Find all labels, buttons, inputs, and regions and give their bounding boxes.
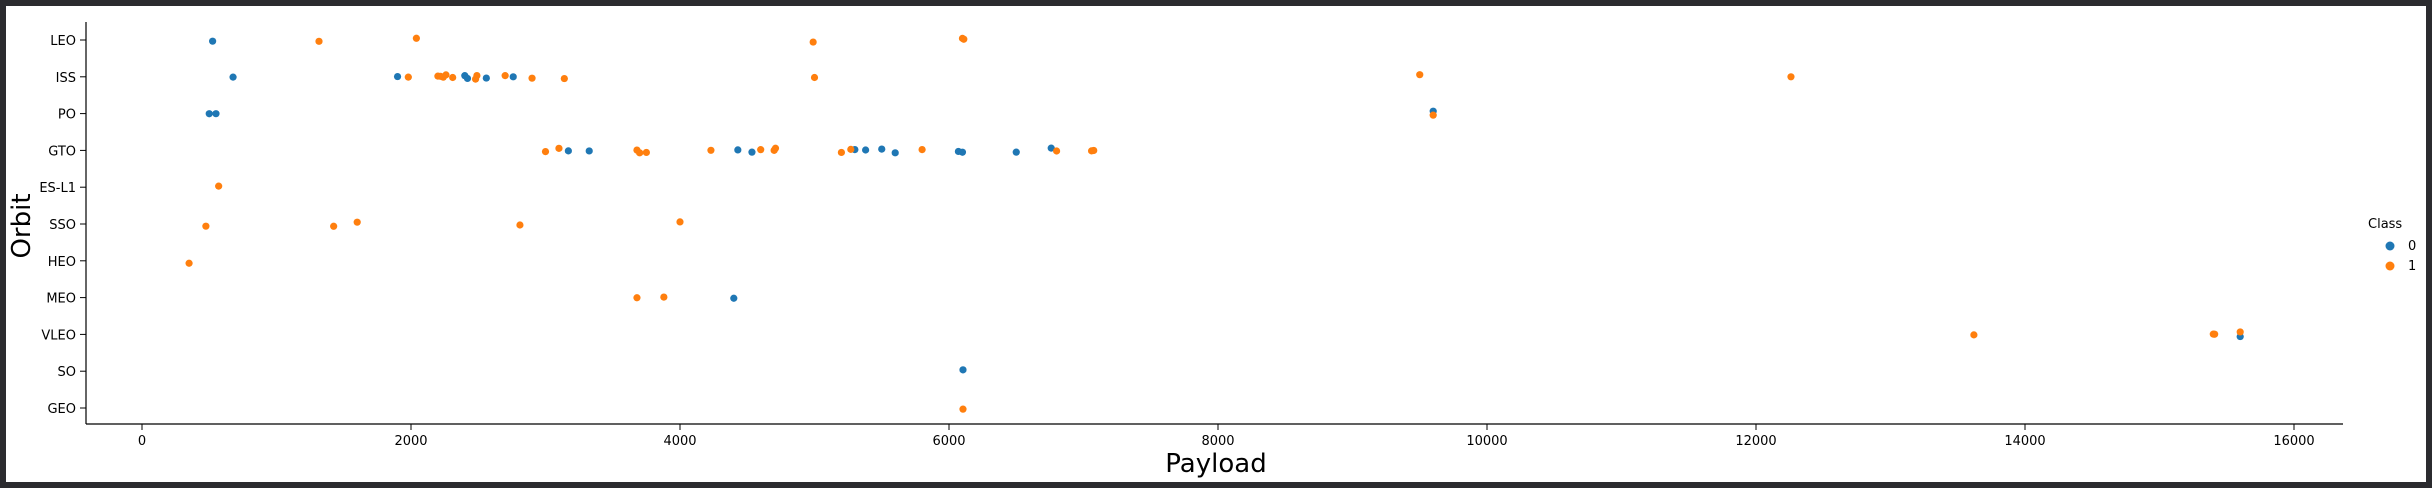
y-tick-label: MEO: [46, 292, 76, 307]
data-point-class-1: [1970, 331, 1978, 339]
legend-marker-0: [2385, 241, 2395, 251]
y-tick-label: SSO: [49, 218, 76, 233]
legend-label-1: 1: [2408, 259, 2416, 274]
data-point-class-1: [202, 222, 210, 230]
data-point-class-0: [212, 110, 220, 118]
y-tick-label: VLEO: [41, 328, 76, 343]
data-point-class-0: [229, 73, 237, 81]
x-tick-label: 14000: [2004, 434, 2045, 449]
data-point-class-1: [541, 147, 550, 156]
data-point-class-0: [958, 148, 967, 156]
data-point-class-0: [482, 74, 490, 82]
data-point-class-0: [891, 149, 899, 157]
data-point-class-1: [353, 218, 361, 226]
data-point-class-1: [2236, 328, 2244, 336]
data-point-class-1: [449, 73, 457, 82]
x-tick-label: 12000: [1735, 434, 1776, 449]
axes: 0 2000 4000 6000 8000 10000 12000 14000 16000 LEO…: [39, 22, 2343, 449]
data-point-class-0: [393, 72, 402, 81]
data-point-class-1: [960, 35, 968, 43]
data-point-class-0: [205, 110, 213, 118]
data-point-class-0: [564, 147, 572, 155]
data-point-class-1: [2211, 330, 2219, 338]
legend-title: Class: [2368, 217, 2402, 232]
data-point-class-1: [555, 144, 563, 152]
y-tick-label: ES-L1: [39, 181, 76, 196]
legend-marker-1: [2385, 261, 2395, 271]
data-point-class-1: [516, 221, 524, 229]
data-point-class-1: [560, 74, 568, 83]
data-point-class-0: [959, 366, 967, 374]
data-point-class-1: [959, 405, 967, 413]
data-point-class-1: [215, 182, 223, 190]
y-tick-label: PO: [58, 108, 76, 123]
data-point-class-1: [757, 146, 765, 154]
x-tick-label: 2000: [394, 434, 427, 449]
data-point-class-1: [847, 145, 855, 153]
data-point-class-0: [748, 148, 756, 156]
data-point-class-0: [878, 145, 886, 153]
data-point-class-0: [585, 147, 593, 155]
data-point-class-1: [809, 38, 817, 46]
y-tick-label: HEO: [48, 255, 76, 270]
x-tick-label: 6000: [932, 434, 965, 449]
y-tick-label: GEO: [47, 402, 76, 417]
data-point-class-1: [1787, 73, 1795, 81]
data-point-class-1: [660, 293, 668, 301]
data-point-class-1: [412, 34, 420, 42]
figure-frame: 0 2000 4000 6000 8000 10000 12000 14000 16000 LEO…: [6, 6, 2426, 482]
legend: Class 0 1: [2368, 217, 2416, 274]
data-point-class-0: [463, 74, 472, 83]
data-point-class-1: [1416, 71, 1424, 79]
orbit-payload-scatter-chart: 0 2000 4000 6000 8000 10000 12000 14000 16000 LEO…: [7, 22, 2416, 479]
x-tick-label: 10000: [1466, 434, 1507, 449]
data-point-class-0: [862, 146, 870, 154]
data-point-class-1: [404, 73, 412, 81]
data-point-class-0: [734, 146, 742, 154]
x-tick-label: 0: [138, 434, 146, 449]
data-point-class-1: [633, 294, 641, 302]
data-point-class-0: [209, 37, 217, 45]
data-point-class-1: [442, 71, 450, 79]
x-tick-label: 8000: [1201, 434, 1234, 449]
data-point-class-1: [1429, 111, 1437, 119]
x-tick-label: 16000: [2273, 434, 2314, 449]
data-point-class-1: [528, 74, 536, 82]
x-axis-title: Payload: [1165, 449, 1266, 479]
data-point-class-0: [509, 73, 517, 81]
data-points: [185, 34, 2244, 413]
legend-label-0: 0: [2408, 239, 2416, 254]
data-point-class-1: [1090, 146, 1098, 155]
x-tick-label: 4000: [663, 434, 696, 449]
data-point-class-1: [473, 71, 481, 80]
y-tick-label: ISS: [56, 71, 76, 86]
data-point-class-1: [810, 73, 819, 82]
data-point-class-1: [642, 148, 650, 157]
data-point-class-1: [185, 259, 193, 267]
data-point-class-1: [1053, 147, 1061, 155]
data-point-class-1: [707, 146, 715, 154]
data-point-class-1: [330, 222, 338, 230]
data-point-class-1: [636, 149, 644, 157]
data-point-class-0: [730, 294, 738, 302]
data-point-class-0: [1012, 148, 1020, 156]
y-tick-label: SO: [58, 365, 76, 380]
data-point-class-1: [315, 37, 323, 45]
y-axis-title: Orbit: [7, 193, 37, 258]
y-tick-label: LEO: [50, 34, 76, 49]
data-point-class-1: [676, 218, 684, 226]
data-point-class-1: [918, 146, 926, 154]
data-point-class-1: [771, 144, 780, 152]
data-point-class-0: [1047, 144, 1055, 152]
data-point-class-1: [501, 72, 509, 80]
data-point-class-1: [837, 148, 846, 157]
y-tick-label: GTO: [48, 144, 76, 159]
